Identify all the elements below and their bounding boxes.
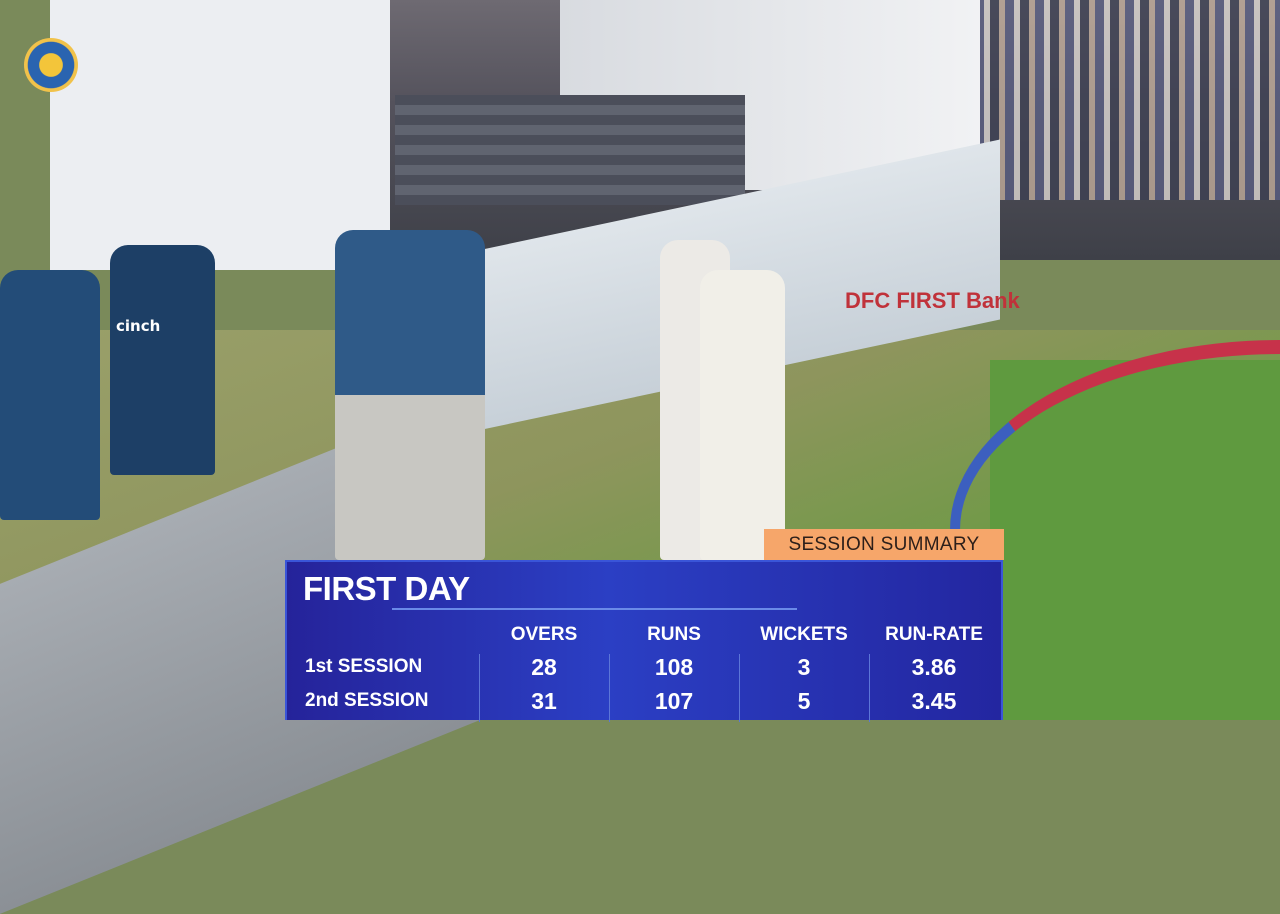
divider — [392, 608, 797, 610]
shirt-text: cinch — [116, 317, 161, 335]
cell: 28 — [531, 654, 557, 680]
divider — [479, 654, 480, 722]
header-wickets: WICKETS — [760, 624, 848, 645]
cell: 3 — [797, 654, 811, 680]
cell: 3.86 — [911, 654, 957, 680]
staff-member — [335, 230, 485, 560]
panel-title: FIRST DAY — [303, 570, 470, 607]
player — [700, 270, 785, 560]
cell: 3.45 — [911, 688, 957, 714]
divider — [609, 654, 610, 722]
white-tent — [50, 0, 390, 270]
divider — [869, 654, 870, 722]
divider — [739, 654, 740, 722]
bcci-logo — [24, 38, 78, 92]
header-runs: RUNS — [647, 624, 701, 645]
row-label: 2nd SESSION — [305, 690, 429, 711]
sponsor-text: DFC FIRST Bank — [845, 288, 1020, 313]
support-staff: cinch — [110, 245, 215, 475]
cell: 5 — [797, 688, 811, 714]
session-summary-tag: SESSION SUMMARY — [764, 529, 1004, 560]
header-run-rate: RUN-RATE — [885, 624, 983, 645]
empty-seats — [395, 95, 745, 205]
cell: 31 — [531, 688, 557, 714]
session-summary-panel: FIRST DAY OVERS RUNS WICKETS RUN-RATE 1s… — [285, 560, 1003, 722]
cell: 108 — [654, 654, 694, 680]
support-staff — [0, 270, 100, 520]
cell: 107 — [654, 688, 694, 714]
header-overs: OVERS — [510, 624, 578, 645]
row-label: 1st SESSION — [305, 656, 423, 677]
